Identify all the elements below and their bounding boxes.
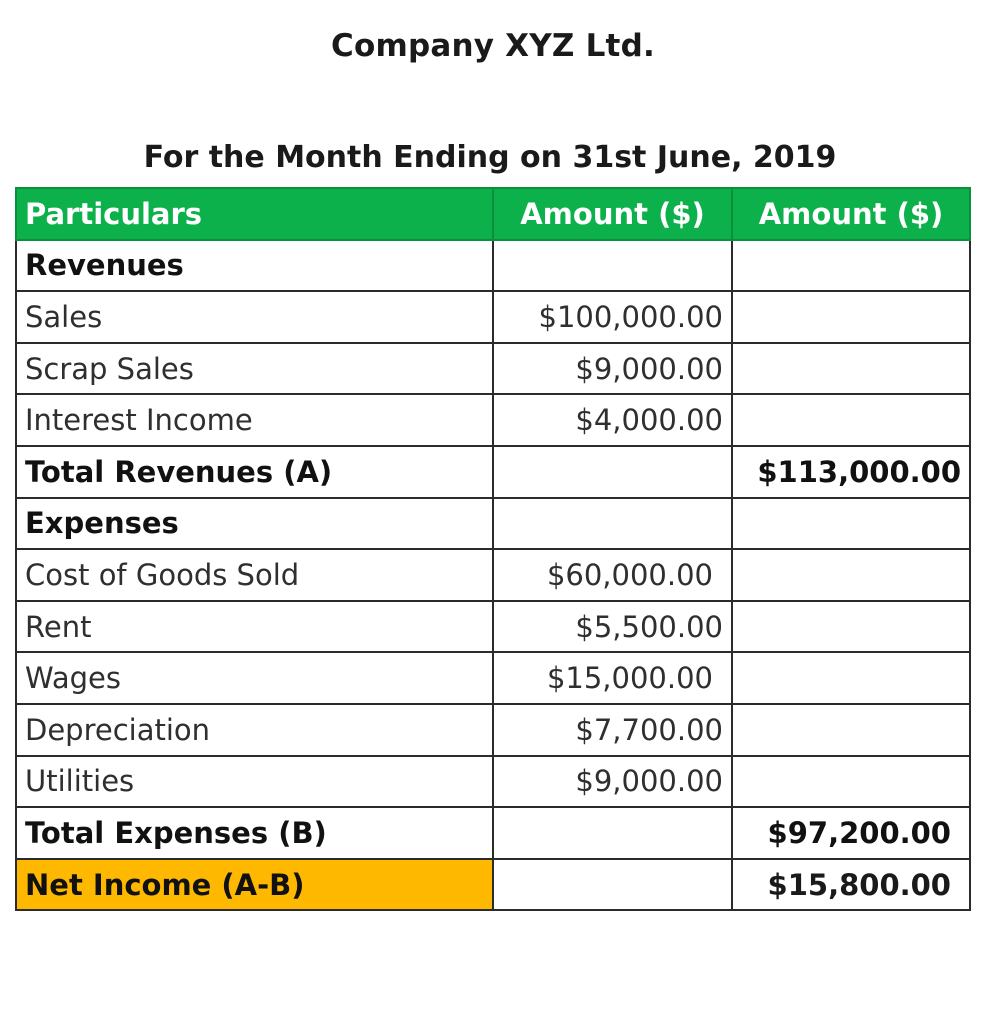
row-particular: Total Revenues (A) xyxy=(15,444,494,499)
row-particular: Total Expenses (B) xyxy=(15,806,494,860)
header-particulars: Particulars xyxy=(15,187,494,241)
row-amount-2 xyxy=(731,548,971,602)
table-row-total-revenues: Total Revenues (A) $113,000.00 xyxy=(15,444,971,499)
table-row-scrap-sales: Scrap Sales $9,000.00 xyxy=(15,341,971,396)
row-particular: Depreciation xyxy=(15,702,494,757)
row-particular: Cost of Goods Sold xyxy=(15,548,494,602)
row-amount-1: $100,000.00 xyxy=(492,290,733,344)
row-particular: Interest Income xyxy=(15,393,494,447)
row-particular: Wages xyxy=(15,651,494,705)
table-row-sales: Sales $100,000.00 xyxy=(15,290,971,344)
row-amount-2 xyxy=(731,496,971,551)
row-amount-2 xyxy=(731,651,971,705)
row-particular: Revenues xyxy=(15,238,494,293)
row-amount-1: $60,000.00 xyxy=(492,548,733,602)
row-amount-1: $4,000.00 xyxy=(492,393,733,447)
row-amount-2 xyxy=(731,238,971,293)
row-amount-2 xyxy=(731,290,971,344)
table-row-cost-of-goods-sold: Cost of Goods Sold $60,000.00 xyxy=(15,548,971,602)
row-amount-1: $7,700.00 xyxy=(492,702,733,757)
row-amount-1: $5,500.00 xyxy=(492,599,733,654)
row-amount-1: $9,000.00 xyxy=(492,341,733,396)
table-row-interest-income: Interest Income $4,000.00 xyxy=(15,393,971,447)
table-row-utilities: Utilities $9,000.00 xyxy=(15,754,971,809)
row-amount-2: $113,000.00 xyxy=(731,444,971,499)
table-row-rent: Rent $5,500.00 xyxy=(15,599,971,654)
row-particular: Sales xyxy=(15,290,494,344)
row-amount-1 xyxy=(492,806,733,860)
row-particular: Rent xyxy=(15,599,494,654)
row-amount-2 xyxy=(731,754,971,809)
row-particular: Scrap Sales xyxy=(15,341,494,396)
period-title: For the Month Ending on 31st June, 2019 xyxy=(143,140,837,175)
row-amount-2: $15,800.00 xyxy=(731,857,971,912)
row-amount-2: $97,200.00 xyxy=(731,806,971,860)
table-row-net-income: Net Income (A-B) $15,800.00 xyxy=(15,857,971,912)
row-amount-1: $15,000.00 xyxy=(492,651,733,705)
row-amount-1 xyxy=(492,496,733,551)
row-particular: Net Income (A-B) xyxy=(15,857,494,912)
company-title: Company XYZ Ltd. xyxy=(331,28,655,64)
row-amount-1: $9,000.00 xyxy=(492,754,733,809)
income-statement-table: Particulars Amount ($) Amount ($) Revenu… xyxy=(15,187,971,912)
row-particular: Utilities xyxy=(15,754,494,809)
table-row-total-expenses: Total Expenses (B) $97,200.00 xyxy=(15,806,971,860)
row-particular: Expenses xyxy=(15,496,494,551)
row-amount-2 xyxy=(731,599,971,654)
row-amount-2 xyxy=(731,702,971,757)
header-amount-2: Amount ($) xyxy=(731,187,971,241)
table-row-expenses: Expenses xyxy=(15,496,971,551)
header-amount-1: Amount ($) xyxy=(492,187,733,241)
row-amount-1 xyxy=(492,857,733,912)
table-row-depreciation: Depreciation $7,700.00 xyxy=(15,702,971,757)
row-amount-1 xyxy=(492,444,733,499)
table-header-row: Particulars Amount ($) Amount ($) xyxy=(15,187,971,241)
table-row-wages: Wages $15,000.00 xyxy=(15,651,971,705)
row-amount-1 xyxy=(492,238,733,293)
row-amount-2 xyxy=(731,393,971,447)
row-amount-2 xyxy=(731,341,971,396)
table-row-revenues: Revenues xyxy=(15,238,971,293)
